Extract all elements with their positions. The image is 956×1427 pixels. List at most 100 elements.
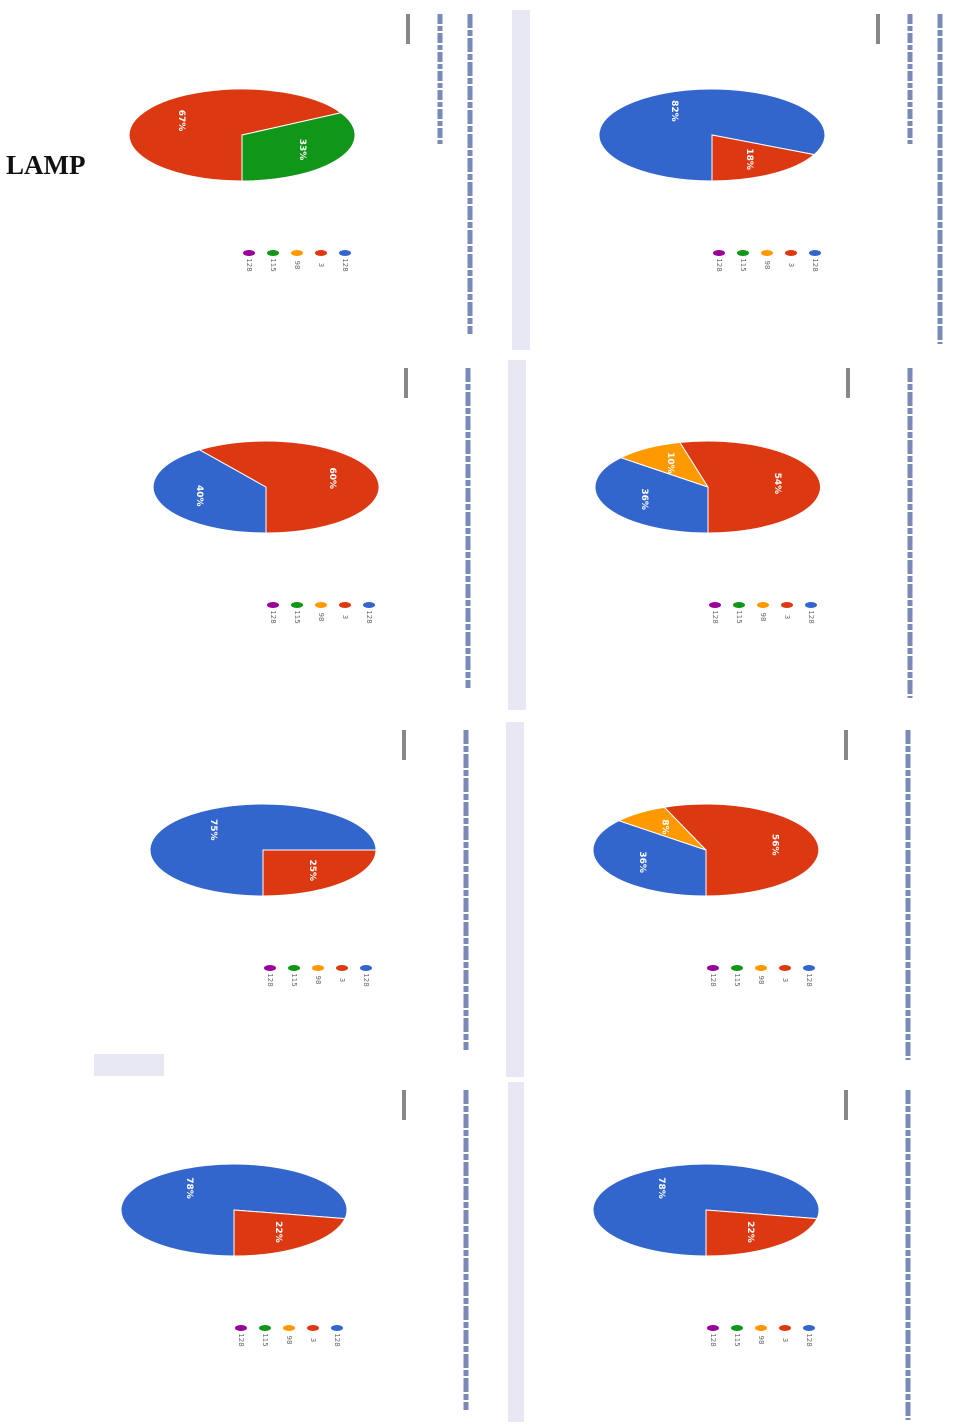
legend-label: 128	[805, 973, 813, 986]
legend-label: 3	[787, 263, 795, 267]
legend-swatch	[803, 965, 815, 971]
legend-swatch	[755, 1325, 767, 1331]
slice-label: 25%	[307, 859, 317, 881]
legend-swatch	[761, 250, 773, 256]
legend-swatch	[336, 965, 348, 971]
pie-slice	[262, 849, 377, 897]
legend-label: 3	[341, 615, 349, 619]
legend-swatch	[331, 1325, 343, 1331]
pie-slice	[705, 1209, 818, 1257]
slice-label: 60%	[327, 467, 337, 489]
legend-label: 3	[781, 1338, 789, 1342]
legend-label: 115	[269, 258, 277, 271]
legend-swatch	[283, 1325, 295, 1331]
legend-label: 98	[757, 1336, 765, 1345]
legend-swatch	[709, 602, 721, 608]
pie-slice	[149, 803, 377, 897]
chart-caption	[846, 368, 913, 698]
chart-caption	[404, 368, 471, 688]
legend-swatch	[803, 1325, 815, 1331]
legend-swatch	[733, 602, 745, 608]
legend-swatch	[291, 250, 303, 256]
legend-label: 128	[709, 973, 717, 986]
legend-swatch	[235, 1325, 247, 1331]
legend-label: 115	[293, 610, 301, 623]
legend-swatch	[315, 250, 327, 256]
chart-caption	[876, 14, 943, 344]
legend-swatch	[288, 965, 300, 971]
legend-swatch	[755, 965, 767, 971]
legend-swatch	[731, 1325, 743, 1331]
panel-divider	[94, 1054, 164, 1076]
legend-swatch	[312, 965, 324, 971]
panel-divider	[508, 360, 526, 710]
pie-chart-6: 75% 25% 128 3 98 115 128	[149, 803, 377, 987]
legend-swatch	[779, 965, 791, 971]
legend-label: 98	[293, 261, 301, 270]
legend-swatch	[757, 602, 769, 608]
legend-label: 115	[739, 258, 747, 271]
legend-label: 115	[290, 973, 298, 986]
legend-swatch	[307, 1325, 319, 1331]
legend-swatch	[264, 965, 276, 971]
legend-swatch	[339, 602, 351, 608]
legend-label: 128	[333, 1333, 341, 1346]
pie-chart-7: 78% 22% 128 3 98 115 128	[592, 1163, 820, 1347]
legend-label: 115	[261, 1333, 269, 1346]
slice-label: 54%	[772, 473, 782, 495]
legend-label: 128	[805, 1333, 813, 1346]
slice-label: 8%	[659, 819, 669, 834]
slice-label: 40%	[194, 485, 204, 507]
page-title: LAMP	[6, 150, 86, 180]
legend-swatch	[731, 965, 743, 971]
legend-swatch	[315, 602, 327, 608]
pie-slice	[679, 440, 822, 534]
pie-slice	[619, 441, 710, 488]
slice-label: 10%	[665, 452, 675, 474]
legend-swatch	[243, 250, 255, 256]
legend-label: 128	[269, 610, 277, 623]
slice-label: 18%	[744, 148, 754, 170]
pie-chart-8: 78% 22% 128 3 98 115 128	[120, 1163, 348, 1347]
legend-label: 128	[237, 1333, 245, 1346]
legend-label: 98	[759, 613, 767, 622]
pie-slice	[594, 457, 709, 534]
legend-label: 3	[338, 978, 346, 982]
legend-swatch	[267, 250, 279, 256]
legend-label: 128	[807, 610, 815, 623]
legend-label: 98	[763, 261, 771, 270]
slice-label: 36%	[637, 851, 647, 873]
slice-label: 33%	[297, 139, 307, 161]
pie-chart-2: 67% 33% 128 3 98 115 128	[128, 88, 356, 272]
slice-label: 78%	[656, 1177, 666, 1199]
legend-swatch	[360, 965, 372, 971]
legend-label: 128	[266, 973, 274, 986]
legend-label: 128	[245, 258, 253, 271]
legend-label: 98	[285, 1336, 293, 1345]
legend-swatch	[363, 602, 375, 608]
legend-swatch	[291, 602, 303, 608]
legend-label: 128	[811, 258, 819, 271]
legend-swatch	[259, 1325, 271, 1331]
legend-label: 3	[317, 263, 325, 267]
legend-label: 128	[715, 258, 723, 271]
legend-swatch	[339, 250, 351, 256]
chart-caption	[402, 730, 469, 1050]
slice-label: 78%	[184, 1177, 194, 1199]
legend-swatch	[707, 1325, 719, 1331]
legend-label: 98	[317, 613, 325, 622]
panel-divider	[512, 10, 530, 350]
legend-label: 98	[757, 976, 765, 985]
pie-slice	[233, 1209, 346, 1257]
pie-slice	[152, 449, 267, 534]
legend-swatch	[805, 602, 817, 608]
legend-swatch	[781, 602, 793, 608]
pie-chart-3: 36% 10% 54% 128 3 98 115 128	[594, 440, 822, 624]
pie-slice	[663, 803, 820, 897]
legend-label: 128	[709, 1333, 717, 1346]
slice-label: 56%	[769, 834, 779, 856]
legend-label: 98	[314, 976, 322, 985]
pie-slice	[198, 440, 380, 534]
legend-label: 128	[365, 610, 373, 623]
